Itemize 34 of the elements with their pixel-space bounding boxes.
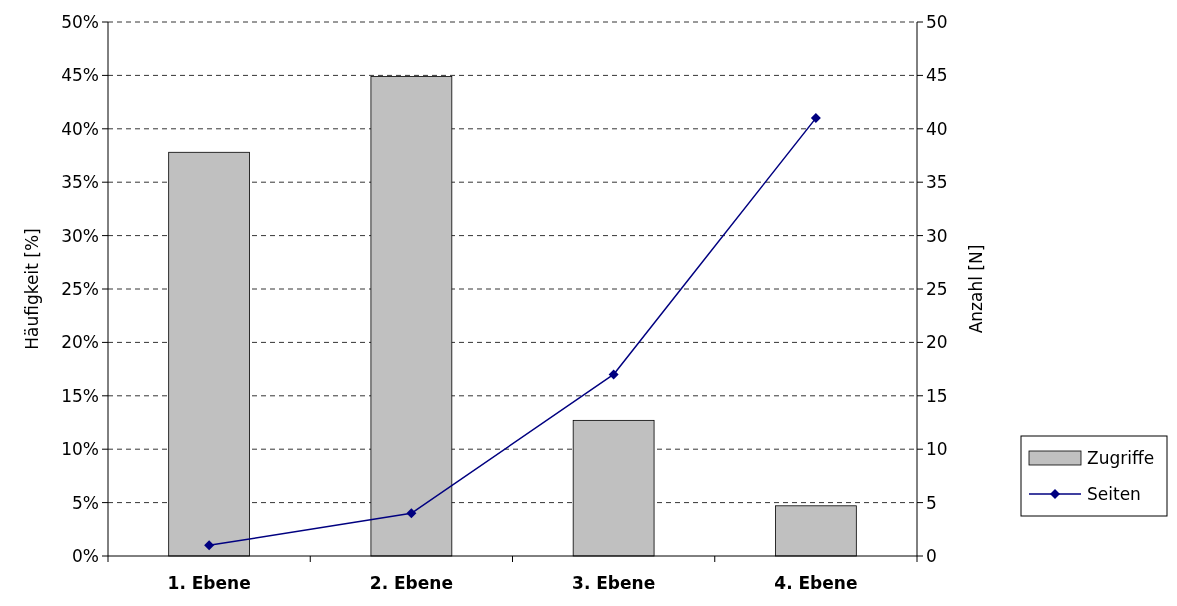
y-tick-label: 30% xyxy=(61,225,99,246)
y2-tick-label: 20 xyxy=(926,332,948,353)
y2-tick-label: 30 xyxy=(926,225,948,246)
y2-tick-label: 0 xyxy=(926,545,937,566)
y-tick-label: 35% xyxy=(61,172,99,193)
y2-axis-title: Anzahl [N] xyxy=(966,244,986,334)
y2-tick-label: 25 xyxy=(926,278,948,299)
point xyxy=(406,508,417,519)
y-tick-label: 10% xyxy=(61,439,99,460)
legend-label: Seiten xyxy=(1087,483,1141,504)
y-tick-label: 15% xyxy=(61,385,99,406)
y-tick-label: 40% xyxy=(61,118,99,139)
y2-tick-label: 10 xyxy=(926,439,948,460)
x-tick-label: 3. Ebene xyxy=(572,573,656,593)
y2-tick-label: 15 xyxy=(926,385,948,406)
x-tick-label: 2. Ebene xyxy=(369,573,453,593)
y2-tick-label: 40 xyxy=(926,118,948,139)
y2-tick-label: 45 xyxy=(926,65,948,86)
x-tick-label: 4. Ebene xyxy=(774,573,858,593)
y-tick-label: 25% xyxy=(61,278,99,299)
y2-tick-label: 5 xyxy=(926,492,937,513)
y-axis-title: Häufigkeit [%] xyxy=(22,228,42,350)
y-tick-label: 5% xyxy=(72,492,99,513)
y-tick-label: 20% xyxy=(61,332,99,353)
x-tick-label: 1. Ebene xyxy=(167,573,251,593)
point xyxy=(810,113,821,124)
point xyxy=(608,369,619,380)
legend-label: Zugriffe xyxy=(1087,447,1155,468)
point xyxy=(204,540,215,551)
y-tick-label: 50% xyxy=(61,11,99,32)
y2-tick-label: 50 xyxy=(926,11,948,32)
y2-tick-label: 35 xyxy=(926,172,948,193)
y-tick-label: 45% xyxy=(61,65,99,86)
y-tick-label: 0% xyxy=(72,545,99,566)
